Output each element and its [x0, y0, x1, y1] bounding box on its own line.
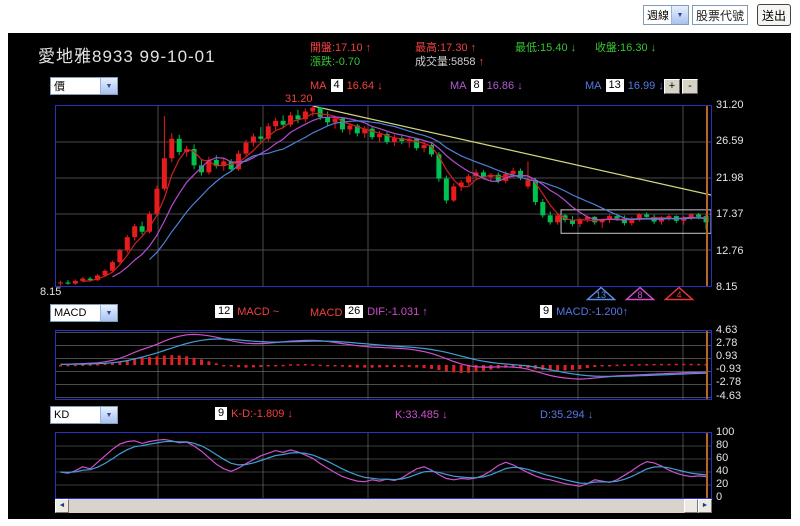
axis-tick-label: 0.93 [716, 350, 738, 363]
price-series-select[interactable]: 價 ▼ [50, 77, 118, 95]
stat-low: 最低:15.40 ↓ [515, 42, 577, 54]
price-axis-min-label: 8.15 [40, 286, 62, 298]
chart-scrollbar[interactable]: ◄ ► [55, 499, 712, 513]
top-toolbar: 週線 ▼ 送出 [0, 0, 800, 32]
scrollbar-track[interactable] [69, 499, 684, 513]
svg-text:8: 8 [637, 290, 642, 300]
kd-d-value: D:35.294 ↓ [540, 409, 594, 421]
period-select-value: 週線 [647, 10, 669, 22]
axis-tick-label: -2.78 [716, 376, 742, 389]
stat-volume: 成交量:5858 ↑ [415, 56, 485, 68]
axis-tick-label: 12.76 [716, 244, 744, 257]
zoom-in-button[interactable]: + [664, 79, 680, 94]
price-chart-canvas [56, 106, 711, 286]
axis-tick-label: 17.37 [716, 208, 744, 221]
axis-tick-label: 60 [716, 452, 729, 464]
axis-tick-label: 31.20 [716, 99, 744, 111]
chevron-down-icon[interactable]: ▼ [671, 6, 688, 24]
submit-button[interactable]: 送出 [757, 4, 791, 26]
macd-chart [55, 330, 712, 400]
macd-chart-canvas [56, 331, 711, 399]
stat-change: 漲跌:-0.70 [310, 56, 361, 68]
ma8-legend: MA 8 16.86 ↓ [450, 79, 523, 92]
axis-tick-label: 8.15 [716, 281, 738, 293]
scroll-left-button[interactable]: ◄ [55, 499, 69, 513]
svg-text:13: 13 [596, 290, 606, 300]
axis-tick-label: -0.93 [716, 363, 742, 376]
stat-high: 最高:17.30 ↑ [415, 42, 477, 54]
stat-open: 開盤:17.10 ↑ [310, 42, 372, 54]
axis-tick-label: 20 [716, 478, 729, 490]
ma13-legend: MA 13 16.99 ↓ [585, 79, 664, 92]
kd-param-value: 9 K-D:-1.809 ↓ [215, 407, 293, 420]
kd-k-value: K:33.485 ↓ [395, 409, 448, 421]
kd-chart [55, 432, 712, 499]
stat-close: 收盤:16.30 ↓ [595, 42, 657, 54]
axis-tick-label: 26.59 [716, 135, 744, 148]
axis-tick-label: 100 [716, 426, 735, 438]
macd-indicator-select[interactable]: MACD ▼ [50, 304, 118, 322]
kd-indicator-select[interactable]: KD ▼ [50, 406, 118, 424]
price-chart [55, 105, 712, 287]
svg-text:4: 4 [676, 290, 681, 300]
ma-triangle-marker[interactable]: 13 [586, 286, 616, 301]
scroll-right-button[interactable]: ► [698, 499, 712, 513]
macd-label: MACD [310, 307, 343, 319]
peak-price-annotation: 31.20 [285, 93, 313, 105]
axis-tick-label: 0 [716, 491, 723, 503]
ma-triangle-marker[interactable]: 4 [664, 286, 694, 301]
chevron-down-icon[interactable]: ▼ [100, 305, 117, 321]
axis-tick-label: -4.63 [716, 389, 742, 402]
axis-tick-label: 21.98 [716, 171, 744, 184]
period-select[interactable]: 週線 ▼ [643, 5, 689, 25]
macd-dif-value: 26 DIF:-1.031 ↑ [345, 305, 428, 318]
macd-param1: 12 MACD ~ [215, 305, 279, 318]
ma4-legend: MA 4 16.64 ↓ [310, 79, 383, 92]
ma-alert-markers: 13 8 4 [586, 286, 694, 301]
chevron-down-icon[interactable]: ▼ [100, 407, 117, 423]
kd-chart-canvas [56, 433, 711, 498]
ma-triangle-marker[interactable]: 8 [625, 286, 655, 301]
axis-tick-label: 2.78 [716, 337, 738, 350]
axis-tick-label: 40 [716, 465, 729, 477]
chart-panel: 愛地雅8933 99-10-01 開盤:17.10 ↑ 漲跌:-0.70 最高:… [8, 33, 791, 519]
axis-tick-label: 80 [716, 439, 729, 451]
stock-title: 愛地雅8933 99-10-01 [38, 47, 216, 66]
zoom-out-button[interactable]: - [682, 79, 698, 94]
axis-tick-label: 4.63 [716, 324, 738, 336]
stock-code-input[interactable] [692, 5, 748, 25]
chevron-down-icon[interactable]: ▼ [100, 78, 117, 94]
candles [58, 106, 709, 286]
scrollbar-thumb[interactable] [684, 499, 698, 513]
macd-signal-value: 9 MACD:-1.200↑ [540, 305, 628, 318]
